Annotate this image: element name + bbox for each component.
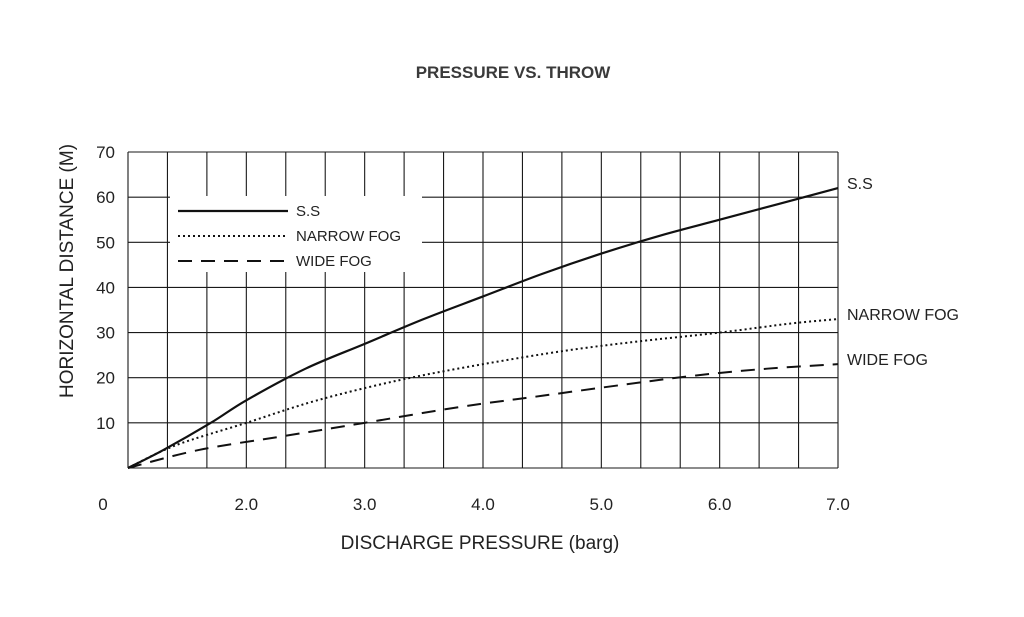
tick-labels: 0 2.0 3.0 4.0 5.0 6.0 7.0 10 20 30 40 50 60 70 (96, 143, 850, 514)
y-tick-label: 50 (96, 233, 115, 252)
x-tick-label: 3.0 (353, 495, 377, 514)
series-line-1 (127, 318, 839, 469)
series-line-2 (127, 363, 839, 469)
y-tick-label: 30 (96, 324, 115, 343)
x-tick-label: 2.0 (235, 495, 259, 514)
x-tick-label: 7.0 (826, 495, 850, 514)
legend-label: NARROW FOG (296, 228, 401, 245)
chart-title: PRESSURE VS. THROW (416, 63, 612, 82)
x-tick-label: 6.0 (708, 495, 732, 514)
legend-label: S.S (296, 203, 320, 220)
x-tick-label: 4.0 (471, 495, 495, 514)
x-axis-label: DISCHARGE PRESSURE (barg) (341, 533, 620, 554)
y-tick-label: 70 (96, 143, 115, 162)
series-end-labels: S.S NARROW FOG WIDE FOG (847, 176, 959, 369)
y-tick-label: 20 (96, 369, 115, 388)
x-tick-label: 5.0 (590, 495, 614, 514)
series-layer (127, 187, 839, 469)
legend-background (170, 196, 422, 272)
legend: S.S NARROW FOG WIDE FOG (170, 196, 422, 272)
series-end-label: WIDE FOG (847, 352, 928, 369)
y-axis-label: HORIZONTAL DISTANCE (M) (57, 144, 78, 398)
series-end-label: NARROW FOG (847, 307, 959, 324)
y-tick-label: 60 (96, 188, 115, 207)
legend-label: WIDE FOG (296, 253, 372, 270)
y-tick-label: 10 (96, 414, 115, 433)
series-line-0 (127, 187, 839, 469)
x-tick-label: 0 (98, 495, 107, 514)
y-tick-label: 40 (96, 278, 115, 297)
series-end-label: S.S (847, 176, 873, 193)
